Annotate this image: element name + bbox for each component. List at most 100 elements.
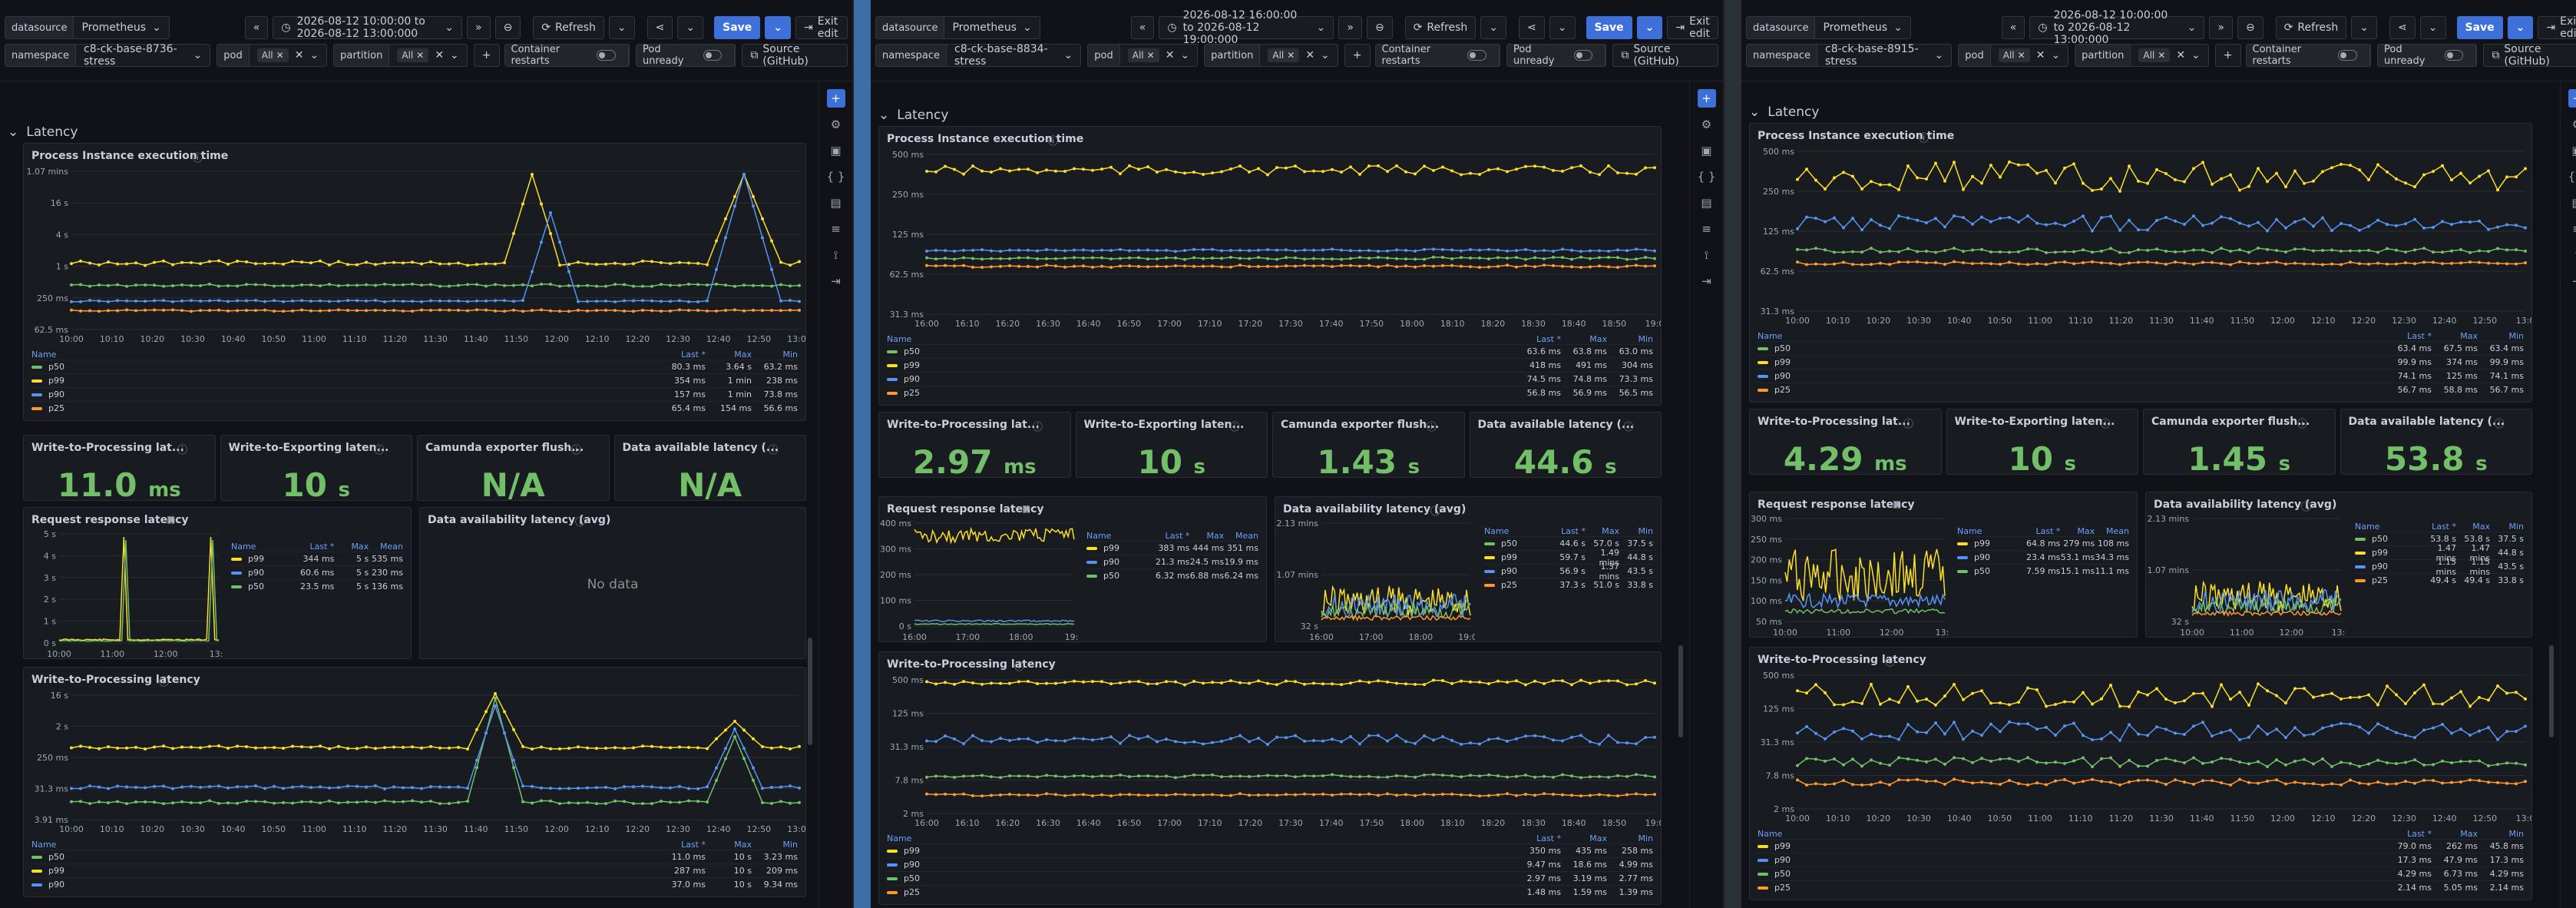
namespace-variable[interactable]: namespace c8-ck-base-8736-stress ⌄ [5,43,211,68]
stat-panel[interactable]: Data available latency (... ⓘ N/A [613,435,806,501]
variables-icon[interactable]: ⟟ [2568,246,2576,264]
legend-col-header[interactable]: Last * [2432,522,2456,532]
row-header-latency[interactable]: ⌄ Latency [8,124,78,140]
plus-icon[interactable]: + [2568,89,2576,108]
plus-icon[interactable]: + [826,89,845,108]
legend-col-header[interactable]: Max [351,542,369,552]
legend-row[interactable]: p50 7.59 ms 15.1 ms 11.1 ms [1957,564,2129,578]
info-icon[interactable]: ⓘ [1903,419,1914,430]
legend-col[interactable]: Last * [2026,526,2060,536]
legend-row[interactable]: p50 11.0 ms 10 s 3.23 ms [31,850,798,863]
legend-col-header[interactable]: Mean [2106,526,2129,536]
scrollbar[interactable] [2549,645,2554,737]
time-range-picker[interactable]: ◷ 2026-08-12 10:00:00 to 2026-08-12 13:00… [2029,9,2205,46]
pod-unready-toggle[interactable]: Pod unready [2377,44,2478,67]
time-back-button[interactable]: « [1130,16,1155,39]
save-button[interactable]: Save [1586,16,1632,39]
legend-col[interactable]: Min [1607,833,1653,843]
clear-icon[interactable]: ✕ [2176,49,2186,61]
legend-row[interactable]: p90 23.4 ms 53.1 ms 34.3 ms [1957,550,2129,564]
legend-row[interactable]: p90 1.15 mins 1.15 mins 43.5 s [2355,557,2524,577]
variables-icon[interactable]: ⟟ [833,248,838,262]
add-variable-button[interactable]: + [473,44,500,67]
stat-panel[interactable]: Write-to-Exporting laten... ⓘ 10 s [1946,409,2138,475]
annotations-icon[interactable]: ▣ [1701,144,1712,157]
legend-col-header[interactable]: Max [1602,526,1619,536]
legend-col[interactable]: Last * [1515,334,1561,344]
legend-col-header[interactable]: Last * [309,542,335,552]
info-icon[interactable]: ⓘ [571,445,582,456]
add-variable-button[interactable]: + [1344,44,1371,67]
legend-col[interactable]: Last * [300,542,335,552]
stat-panel[interactable]: Data available latency (... ⓘ 44.6 s [1469,412,1662,478]
stat-panel[interactable]: Camunda exporter flush... ⓘ 1.43 s [1272,412,1465,478]
partition-variable[interactable]: partition All ✕ ✕ ⌄ [2075,44,2209,67]
panel-process-instance-execution-time[interactable]: Process Instance execution time ⓘ 500 ms 25… [1749,123,2532,403]
refresh-button[interactable]: ⟳ Refresh [533,16,604,39]
info-icon[interactable]: ⓘ [1427,422,1437,433]
legend-col-header[interactable]: Min [782,840,798,850]
container-restarts-toggle[interactable]: Container restarts [2245,44,2371,67]
info-icon[interactable]: ⓘ [1014,661,1025,673]
legend-col-header[interactable]: Min [2508,829,2524,839]
legend-col[interactable]: Max [706,350,752,360]
datasource-picker[interactable]: datasource Prometheus ⌄ [875,16,1040,39]
close-icon[interactable]: ✕ [276,50,284,61]
save-dropdown[interactable]: ⌄ [2507,16,2534,39]
collapse-icon[interactable]: ⇥ [831,274,841,288]
scrollbar[interactable] [1678,645,1683,737]
datasource-picker[interactable]: datasource Prometheus ⌄ [1746,16,1911,39]
legend-col[interactable]: Min [752,350,798,360]
panel-data-availability-latency-avg[interactable]: Data availability latency (avg) ⓘ 2.13 min… [1275,496,1662,642]
info-icon[interactable]: ⓘ [1048,136,1059,147]
legend-row[interactable]: p25 2.14 ms 5.05 ms 2.14 ms [1758,880,2524,894]
legend-col[interactable]: Mean [2095,526,2129,536]
legend-row[interactable]: p99 1.47 mins 1.47 mins 44.8 s [2355,543,2524,563]
variables-icon[interactable]: ⟟ [1704,248,1709,262]
legend-col[interactable]: Max [2060,526,2095,536]
toggle-switch[interactable] [597,50,616,61]
row-header-latency[interactable]: ⌄ Latency [878,108,948,123]
legend-row[interactable]: p99 354 ms 1 min 238 ms [31,373,798,387]
time-forward-button[interactable]: » [1338,16,1362,39]
share-button[interactable]: ⋖ [2389,16,2416,39]
legend-col[interactable]: Max [1561,334,1607,344]
legend-row[interactable]: p99 383 ms 444 ms 351 ms [1086,541,1258,555]
namespace-variable[interactable]: namespace c8-ck-base-8915-stress ⌄ [1746,43,1953,68]
legend-row[interactable]: p90 21.3 ms 24.5 ms 19.9 ms [1086,555,1258,568]
refresh-interval-dropdown[interactable]: ⌄ [608,16,635,39]
time-range-picker[interactable]: ◷ 2026-08-12 16:00:00 to 2026-08-12 19:00… [1159,9,1334,46]
legend-row[interactable]: p99 64.8 ms 279 ms 108 ms [1957,536,2129,550]
legend-col-header[interactable]: Last * [1561,526,1586,536]
info-icon[interactable]: ⓘ [575,517,586,529]
legend-col-header[interactable]: Min [2508,331,2524,341]
outline-icon[interactable]: ≡ [831,222,841,236]
legend-row[interactable]: p90 74.1 ms 125 ms 74.1 ms [1758,369,2524,383]
legend-col-header[interactable]: Max [2472,522,2490,532]
time-forward-button[interactable]: » [2209,16,2233,39]
container-restarts-toggle[interactable]: Container restarts [504,44,630,67]
legend-row[interactable]: p90 60.6 ms 5 s 230 ms [231,565,403,579]
legend-col-header[interactable]: Max [2460,829,2478,839]
legend-row[interactable]: p99 99.9 ms 374 ms 99.9 ms [1758,355,2524,369]
legend-row[interactable]: p50 2.97 ms 3.19 ms 2.77 ms [887,871,1653,885]
legend-col-header[interactable]: Max [1589,833,1607,843]
pod-variable[interactable]: pod All ✕ ✕ ⌄ [1958,44,2069,67]
legend-col[interactable]: Max [2432,331,2478,341]
info-icon[interactable]: ⓘ [374,445,385,456]
legend-row[interactable]: p50 63.4 ms 67.5 ms 63.4 ms [1758,341,2524,355]
legend-col[interactable]: Max [706,840,752,850]
pod-variable[interactable]: pod All ✕ ✕ ⌄ [1087,44,1199,67]
stat-panel[interactable]: Write-to-Exporting laten... ⓘ 10 s [1075,412,1268,478]
legend-col[interactable]: Mean [1224,531,1258,541]
toggle-switch[interactable] [1467,50,1486,61]
save-dropdown[interactable]: ⌄ [1636,16,1663,39]
refresh-button[interactable]: ⟳ Refresh [2275,16,2347,39]
library-icon[interactable]: ▤ [2568,194,2576,212]
legend-col-header[interactable]: Max [1206,531,1225,541]
